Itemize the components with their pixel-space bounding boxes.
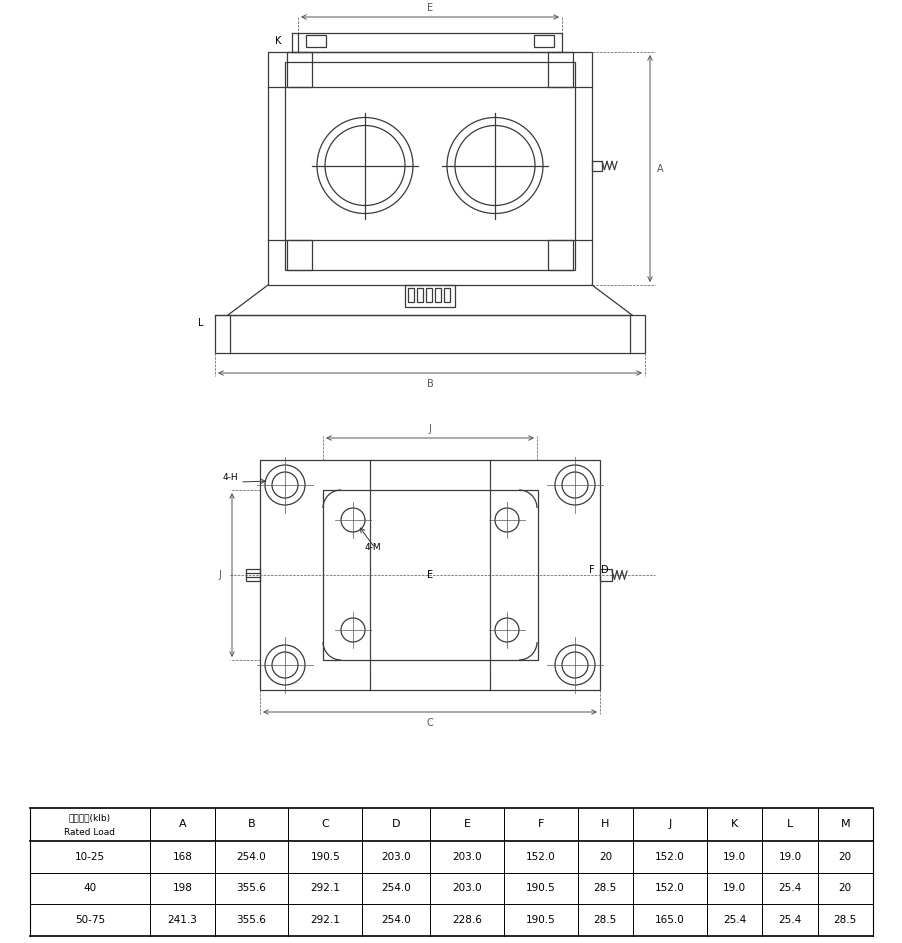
Bar <box>287 52 312 87</box>
Text: 198: 198 <box>172 884 192 894</box>
Bar <box>268 52 592 285</box>
Bar <box>285 62 575 270</box>
Text: F: F <box>537 819 543 830</box>
Text: E: E <box>427 570 433 580</box>
Text: 19.0: 19.0 <box>778 852 801 862</box>
Text: 168: 168 <box>172 852 192 862</box>
Bar <box>306 35 326 47</box>
Bar <box>533 35 554 47</box>
Text: 254.0: 254.0 <box>381 915 410 925</box>
Text: 190.5: 190.5 <box>525 884 555 894</box>
Text: 292.1: 292.1 <box>310 915 340 925</box>
Bar <box>599 569 612 581</box>
Text: 28.5: 28.5 <box>593 884 616 894</box>
Text: 20: 20 <box>838 852 851 862</box>
Text: 10-25: 10-25 <box>75 852 105 862</box>
Text: C: C <box>321 819 329 830</box>
Bar <box>417 288 422 302</box>
Bar <box>444 288 449 302</box>
Text: 25.4: 25.4 <box>778 884 801 894</box>
Text: 152.0: 152.0 <box>654 884 684 894</box>
Text: 292.1: 292.1 <box>310 884 340 894</box>
Text: E: E <box>427 3 433 13</box>
Text: L: L <box>786 819 792 830</box>
Text: J: J <box>667 819 671 830</box>
Text: 4-M: 4-M <box>364 543 381 553</box>
Text: B: B <box>247 819 255 830</box>
Text: 152.0: 152.0 <box>525 852 555 862</box>
Text: 20: 20 <box>838 884 851 894</box>
Bar <box>548 52 573 87</box>
Text: K: K <box>274 36 281 46</box>
Text: 40: 40 <box>83 884 97 894</box>
Bar <box>408 288 413 302</box>
Bar <box>323 490 538 660</box>
Text: 28.5: 28.5 <box>593 915 616 925</box>
Text: 190.5: 190.5 <box>525 915 555 925</box>
Text: C: C <box>426 718 433 728</box>
Text: 165.0: 165.0 <box>654 915 684 925</box>
Text: 25.4: 25.4 <box>778 915 801 925</box>
Text: 241.3: 241.3 <box>167 915 197 925</box>
Text: 152.0: 152.0 <box>654 852 684 862</box>
Bar <box>548 240 573 270</box>
Text: 355.6: 355.6 <box>236 915 266 925</box>
Text: 254.0: 254.0 <box>236 852 266 862</box>
Text: B: B <box>426 379 433 389</box>
Text: A: A <box>656 163 663 174</box>
Text: D: D <box>391 819 400 830</box>
Bar <box>592 160 602 171</box>
Text: E: E <box>463 819 470 830</box>
Text: 4-H: 4-H <box>222 473 237 483</box>
Text: D: D <box>601 565 608 575</box>
Bar <box>426 288 431 302</box>
Text: M: M <box>840 819 849 830</box>
Bar <box>435 288 440 302</box>
Bar <box>260 460 599 690</box>
Text: H: H <box>601 819 609 830</box>
Text: K: K <box>730 819 737 830</box>
Text: 203.0: 203.0 <box>381 852 410 862</box>
Text: 355.6: 355.6 <box>236 884 266 894</box>
Text: L: L <box>198 318 204 328</box>
Text: 19.0: 19.0 <box>723 852 745 862</box>
Text: 50-75: 50-75 <box>75 915 105 925</box>
Text: J: J <box>428 424 431 434</box>
Text: 19.0: 19.0 <box>723 884 745 894</box>
Text: 254.0: 254.0 <box>381 884 410 894</box>
Text: 28.5: 28.5 <box>833 915 856 925</box>
Bar <box>245 569 260 581</box>
Text: 额定载荷(klb): 额定载荷(klb) <box>69 813 111 822</box>
Text: Rated Load: Rated Load <box>64 828 115 837</box>
Text: A: A <box>179 819 186 830</box>
Text: J: J <box>218 570 221 580</box>
Bar <box>298 33 561 52</box>
Text: 228.6: 228.6 <box>451 915 482 925</box>
Text: F: F <box>588 565 594 575</box>
Bar <box>215 315 644 353</box>
Text: 25.4: 25.4 <box>723 915 745 925</box>
Text: 203.0: 203.0 <box>452 884 481 894</box>
Bar <box>287 240 312 270</box>
Bar <box>405 285 455 307</box>
Text: 190.5: 190.5 <box>310 852 340 862</box>
Text: 203.0: 203.0 <box>452 852 481 862</box>
Text: 20: 20 <box>598 852 612 862</box>
